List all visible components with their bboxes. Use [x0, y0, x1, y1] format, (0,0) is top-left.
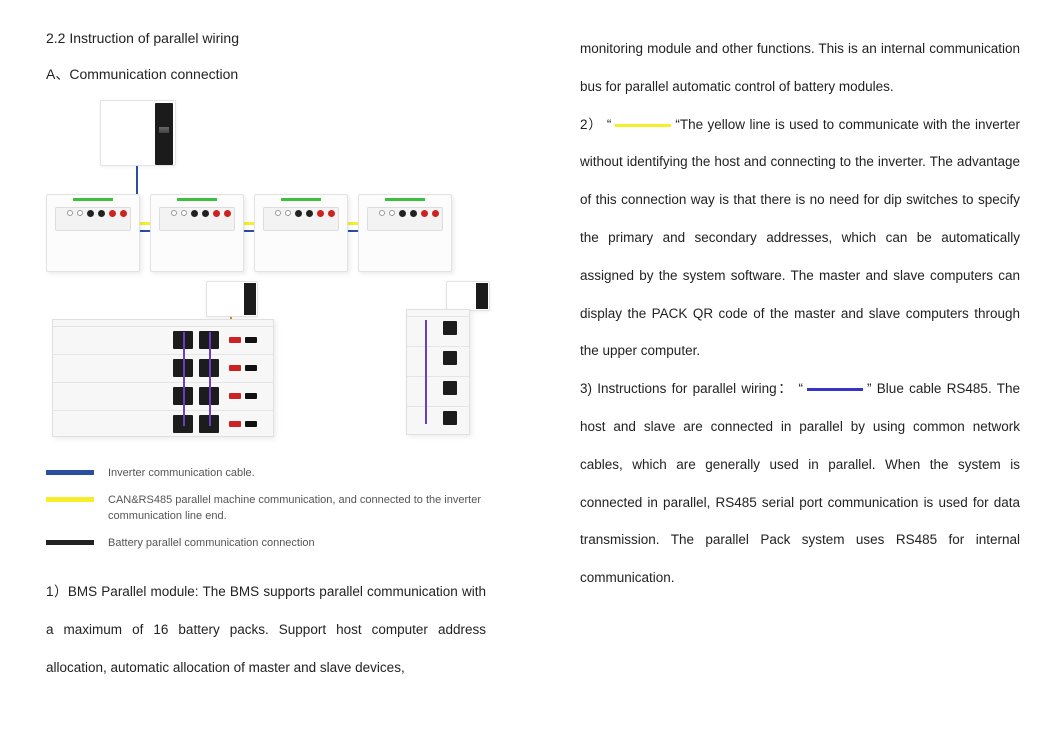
legend-swatch-yellow [46, 497, 94, 502]
inverter-unit [446, 281, 490, 311]
right-paragraph-1: monitoring module and other functions. T… [580, 30, 1020, 106]
legend-swatch-blue [46, 470, 94, 475]
battery-unit [358, 194, 452, 272]
battery-rack-left [52, 319, 274, 437]
inverter-unit [100, 100, 176, 166]
right-paragraph-3: 3) Instructions for parallel wiring： “” … [580, 370, 1020, 597]
yellow-line-icon [615, 124, 671, 127]
legend-text: CAN&RS485 parallel machine communication… [108, 492, 486, 525]
section-title: 2.2 Instruction of parallel wiring [46, 30, 486, 46]
legend: Inverter communication cable. CAN&RS485 … [46, 465, 486, 551]
right-paragraph-2: 2） ““The yellow line is used to communic… [580, 106, 1020, 371]
sub-title: A、Communication connection [46, 64, 486, 84]
p3-pre: 3) Instructions for parallel wiring： “ [580, 381, 803, 396]
inverter-unit [206, 281, 258, 317]
legend-row: Inverter communication cable. [46, 465, 486, 482]
diagram-top [46, 100, 486, 275]
blue-line-icon [807, 388, 863, 391]
legend-text: Battery parallel communication connectio… [108, 535, 315, 552]
legend-row: Battery parallel communication connectio… [46, 535, 486, 552]
battery-unit [46, 194, 140, 272]
p2-pre: 2） “ [580, 117, 611, 132]
diagram-communication [46, 100, 486, 441]
legend-swatch-black [46, 540, 94, 545]
battery-unit [150, 194, 244, 272]
p2-post: “The yellow line is used to communicate … [580, 117, 1020, 359]
p3-post: ” Blue cable RS485. The host and slave a… [580, 381, 1020, 585]
battery-unit [254, 194, 348, 272]
legend-text: Inverter communication cable. [108, 465, 255, 482]
battery-rack-right [406, 309, 470, 435]
diagram-bottom [46, 281, 486, 441]
legend-row: CAN&RS485 parallel machine communication… [46, 492, 486, 525]
left-paragraph: 1）BMS Parallel module: The BMS supports … [46, 573, 486, 686]
